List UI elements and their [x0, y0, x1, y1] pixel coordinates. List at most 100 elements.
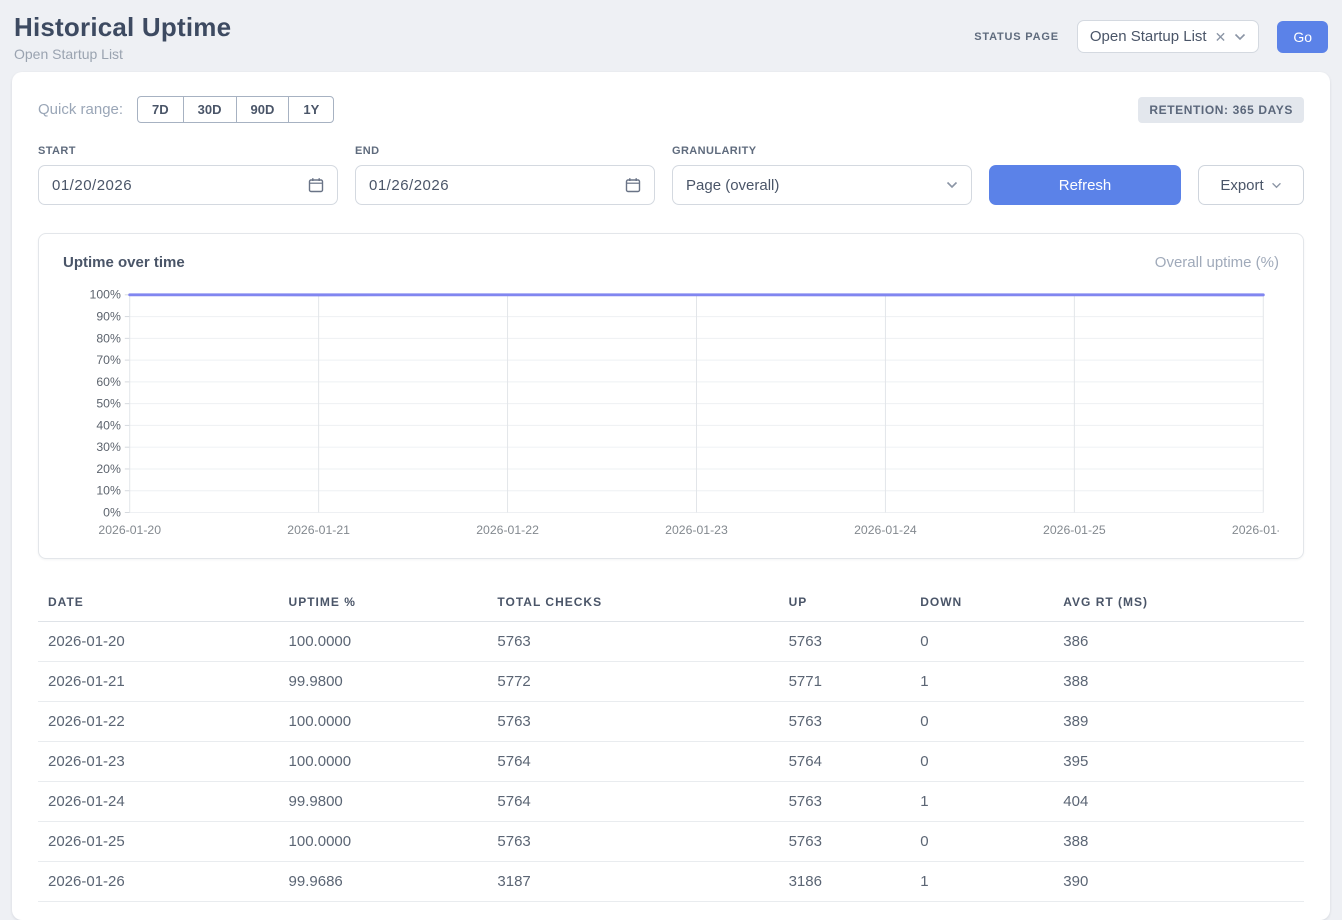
quick-range-group: 7D30D90D1Y [137, 96, 334, 123]
table-row: 2026-01-2499.9800576457631404 [38, 781, 1304, 821]
table-cell: 0 [910, 621, 1053, 661]
quick-range-wrap: Quick range: 7D30D90D1Y [38, 96, 334, 123]
table-cell: 3187 [487, 861, 778, 901]
svg-text:2026-01-21: 2026-01-21 [287, 523, 350, 537]
svg-text:50%: 50% [96, 397, 121, 411]
table-cell: 2026-01-25 [38, 821, 279, 861]
svg-text:90%: 90% [96, 309, 121, 323]
table-cell: 100.0000 [279, 701, 488, 741]
column-header: AVG RT (MS) [1053, 585, 1304, 622]
svg-text:30%: 30% [96, 440, 121, 454]
table-cell: 1 [910, 781, 1053, 821]
table-cell: 99.9800 [279, 661, 488, 701]
quick-range-label: Quick range: [38, 101, 123, 118]
table-cell: 2026-01-21 [38, 661, 279, 701]
svg-text:0%: 0% [103, 505, 121, 519]
quick-range-row: Quick range: 7D30D90D1Y RETENTION: 365 D… [38, 96, 1304, 123]
go-button[interactable]: Go [1277, 21, 1328, 53]
svg-text:10%: 10% [96, 484, 121, 498]
table-cell: 388 [1053, 821, 1304, 861]
status-page-select[interactable]: Open Startup List ✕ [1077, 20, 1259, 53]
granularity-select[interactable]: Page (overall) [672, 165, 972, 205]
table-cell: 99.9686 [279, 861, 488, 901]
table-cell: 389 [1053, 701, 1304, 741]
uptime-table: DATEUPTIME %TOTAL CHECKSUPDOWNAVG RT (MS… [38, 585, 1304, 902]
table-cell: 5763 [487, 821, 778, 861]
page-title: Historical Uptime [14, 12, 231, 43]
svg-text:80%: 80% [96, 331, 121, 345]
status-page-selected-value: Open Startup List [1090, 28, 1207, 45]
table-cell: 5764 [779, 741, 911, 781]
granularity-selected-value: Page (overall) [686, 177, 779, 194]
granularity-label: GRANULARITY [672, 145, 972, 157]
table-body: 2026-01-20100.00005763576303862026-01-21… [38, 621, 1304, 901]
end-label: END [355, 145, 655, 157]
chart-header: Uptime over time Overall uptime (%) [63, 254, 1279, 271]
calendar-icon[interactable] [625, 177, 641, 193]
table-cell: 0 [910, 701, 1053, 741]
column-header: DATE [38, 585, 279, 622]
table-cell: 5763 [779, 821, 911, 861]
column-header: TOTAL CHECKS [487, 585, 778, 622]
svg-text:2026-01-26: 2026-01-26 [1232, 523, 1279, 537]
table-cell: 386 [1053, 621, 1304, 661]
table-cell: 5763 [779, 621, 911, 661]
table-cell: 2026-01-23 [38, 741, 279, 781]
table-cell: 5764 [487, 741, 778, 781]
quick-range-button-7d[interactable]: 7D [137, 96, 184, 123]
quick-range-button-30d[interactable]: 30D [183, 96, 237, 123]
column-header: UPTIME % [279, 585, 488, 622]
table-cell: 2026-01-26 [38, 861, 279, 901]
table-row: 2026-01-25100.0000576357630388 [38, 821, 1304, 861]
end-date-value: 01/26/2026 [369, 177, 449, 194]
table-cell: 2026-01-20 [38, 621, 279, 661]
quick-range-button-1y[interactable]: 1Y [288, 96, 334, 123]
table-cell: 1 [910, 861, 1053, 901]
svg-text:40%: 40% [96, 418, 121, 432]
clear-selection-icon[interactable]: ✕ [1215, 30, 1227, 44]
header-right: STATUS PAGE Open Startup List ✕ Go [974, 20, 1328, 53]
table-row: 2026-01-23100.0000576457640395 [38, 741, 1304, 781]
refresh-button[interactable]: Refresh [989, 165, 1181, 205]
column-header: DOWN [910, 585, 1053, 622]
svg-text:100%: 100% [90, 288, 121, 302]
table-row: 2026-01-2199.9800577257711388 [38, 661, 1304, 701]
status-page-label: STATUS PAGE [974, 31, 1059, 43]
svg-text:2026-01-23: 2026-01-23 [665, 523, 728, 537]
table-row: 2026-01-2699.9686318731861390 [38, 861, 1304, 901]
svg-text:2026-01-20: 2026-01-20 [98, 523, 161, 537]
table-cell: 0 [910, 741, 1053, 781]
table-cell: 5772 [487, 661, 778, 701]
calendar-icon[interactable] [308, 177, 324, 193]
end-date-field-wrap: END 01/26/2026 [355, 145, 655, 205]
page-header: Historical Uptime Open Startup List STAT… [12, 10, 1330, 72]
table-cell: 5771 [779, 661, 911, 701]
quick-range-button-90d[interactable]: 90D [236, 96, 290, 123]
uptime-line-chart: 0%10%20%30%40%50%60%70%80%90%100%2026-01… [63, 285, 1279, 544]
svg-text:2026-01-25: 2026-01-25 [1043, 523, 1106, 537]
chevron-down-icon [1234, 33, 1246, 41]
export-button[interactable]: Export [1198, 165, 1304, 205]
granularity-field-wrap: GRANULARITY Page (overall) [672, 145, 972, 205]
table-cell: 100.0000 [279, 621, 488, 661]
chevron-down-icon [946, 181, 958, 189]
svg-text:70%: 70% [96, 353, 121, 367]
table-cell: 390 [1053, 861, 1304, 901]
end-date-input[interactable]: 01/26/2026 [355, 165, 655, 205]
svg-text:60%: 60% [96, 375, 121, 389]
start-date-input[interactable]: 01/20/2026 [38, 165, 338, 205]
table-header-row: DATEUPTIME %TOTAL CHECKSUPDOWNAVG RT (MS… [38, 585, 1304, 622]
table-cell: 404 [1053, 781, 1304, 821]
page-subtitle: Open Startup List [14, 46, 231, 62]
table-cell: 388 [1053, 661, 1304, 701]
svg-text:2026-01-22: 2026-01-22 [476, 523, 539, 537]
start-date-value: 01/20/2026 [52, 177, 132, 194]
chart-title: Uptime over time [63, 254, 185, 271]
table-cell: 2026-01-24 [38, 781, 279, 821]
table-cell: 5763 [487, 621, 778, 661]
table-cell: 5763 [487, 701, 778, 741]
title-block: Historical Uptime Open Startup List [14, 12, 231, 62]
svg-text:2026-01-24: 2026-01-24 [854, 523, 917, 537]
chart-legend: Overall uptime (%) [1155, 254, 1279, 271]
table-cell: 395 [1053, 741, 1304, 781]
